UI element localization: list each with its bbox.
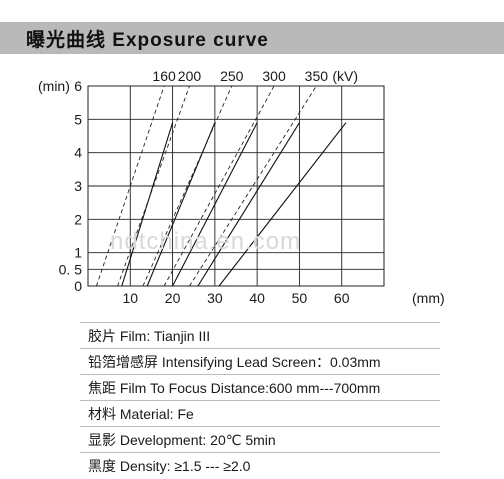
spec-row: 显影 Development: 20℃ 5min xyxy=(88,432,276,448)
y-tick-label: 2 xyxy=(74,211,82,227)
spec-separator xyxy=(80,322,440,323)
spec-row: 铅箔增感屏 Intensifying Lead Screen：0.03mm xyxy=(88,354,381,370)
series-dashed-line-300 xyxy=(163,85,275,287)
x-tick-label: 20 xyxy=(165,290,181,306)
series-solid-line-350 xyxy=(218,122,347,287)
y-tick-label: 4 xyxy=(74,145,82,161)
series-unit-label: (kV) xyxy=(332,68,358,84)
series-dashed-line-350 xyxy=(189,85,317,287)
y-tick-label: 3 xyxy=(74,178,82,194)
series-solid-line-300 xyxy=(197,122,300,287)
x-tick-label: 60 xyxy=(334,290,350,306)
series-label-200: 200 xyxy=(178,68,202,84)
series-dashed-line-200 xyxy=(117,85,190,287)
series-label-350: 350 xyxy=(305,68,329,84)
series-dashed-line-160 xyxy=(96,85,165,287)
page-title: 曝光曲线 Exposure curve xyxy=(26,30,269,51)
spec-separator xyxy=(80,348,440,349)
series-label-160: 160 xyxy=(152,68,176,84)
x-axis-label: (mm) xyxy=(412,290,445,306)
watermark: ndtchina.en.com xyxy=(110,228,302,255)
x-tick-label: 30 xyxy=(207,290,223,306)
y-tick-label: 1 xyxy=(74,245,82,261)
spec-row: 焦距 Film To Focus Distance:600 mm---700mm xyxy=(88,380,381,396)
y-tick-label: 5 xyxy=(74,111,82,127)
series-label-300: 300 xyxy=(262,68,286,84)
series-label-250: 250 xyxy=(220,68,244,84)
spec-separator xyxy=(80,374,440,375)
series-dashed-line-250 xyxy=(142,85,233,287)
spec-separator xyxy=(80,400,440,401)
x-tick-label: 50 xyxy=(292,290,308,306)
x-tick-label: 10 xyxy=(122,290,138,306)
y-tick-label: 0 xyxy=(74,278,82,294)
spec-separator xyxy=(80,452,440,453)
spec-separator xyxy=(80,426,440,427)
y-tick-label: 6 xyxy=(74,78,82,94)
x-tick-label: 40 xyxy=(249,290,265,306)
spec-row: 胶片 Film: Tianjin III xyxy=(88,328,211,344)
header-band xyxy=(0,22,504,54)
series-solid-line-250 xyxy=(172,122,258,287)
spec-row: 黑度 Density: ≥1.5 --- ≥2.0 xyxy=(88,458,251,474)
y-axis-label: (min) xyxy=(38,78,70,94)
y-tick-label: 0. 5 xyxy=(59,261,83,277)
exposure-chart: 00. 51 2 3 4 5 6 10 20 30 40 50 60 (min) (mm) 160 200 25… xyxy=(38,68,445,306)
spec-row: 材料 Material: Fe xyxy=(88,406,194,422)
